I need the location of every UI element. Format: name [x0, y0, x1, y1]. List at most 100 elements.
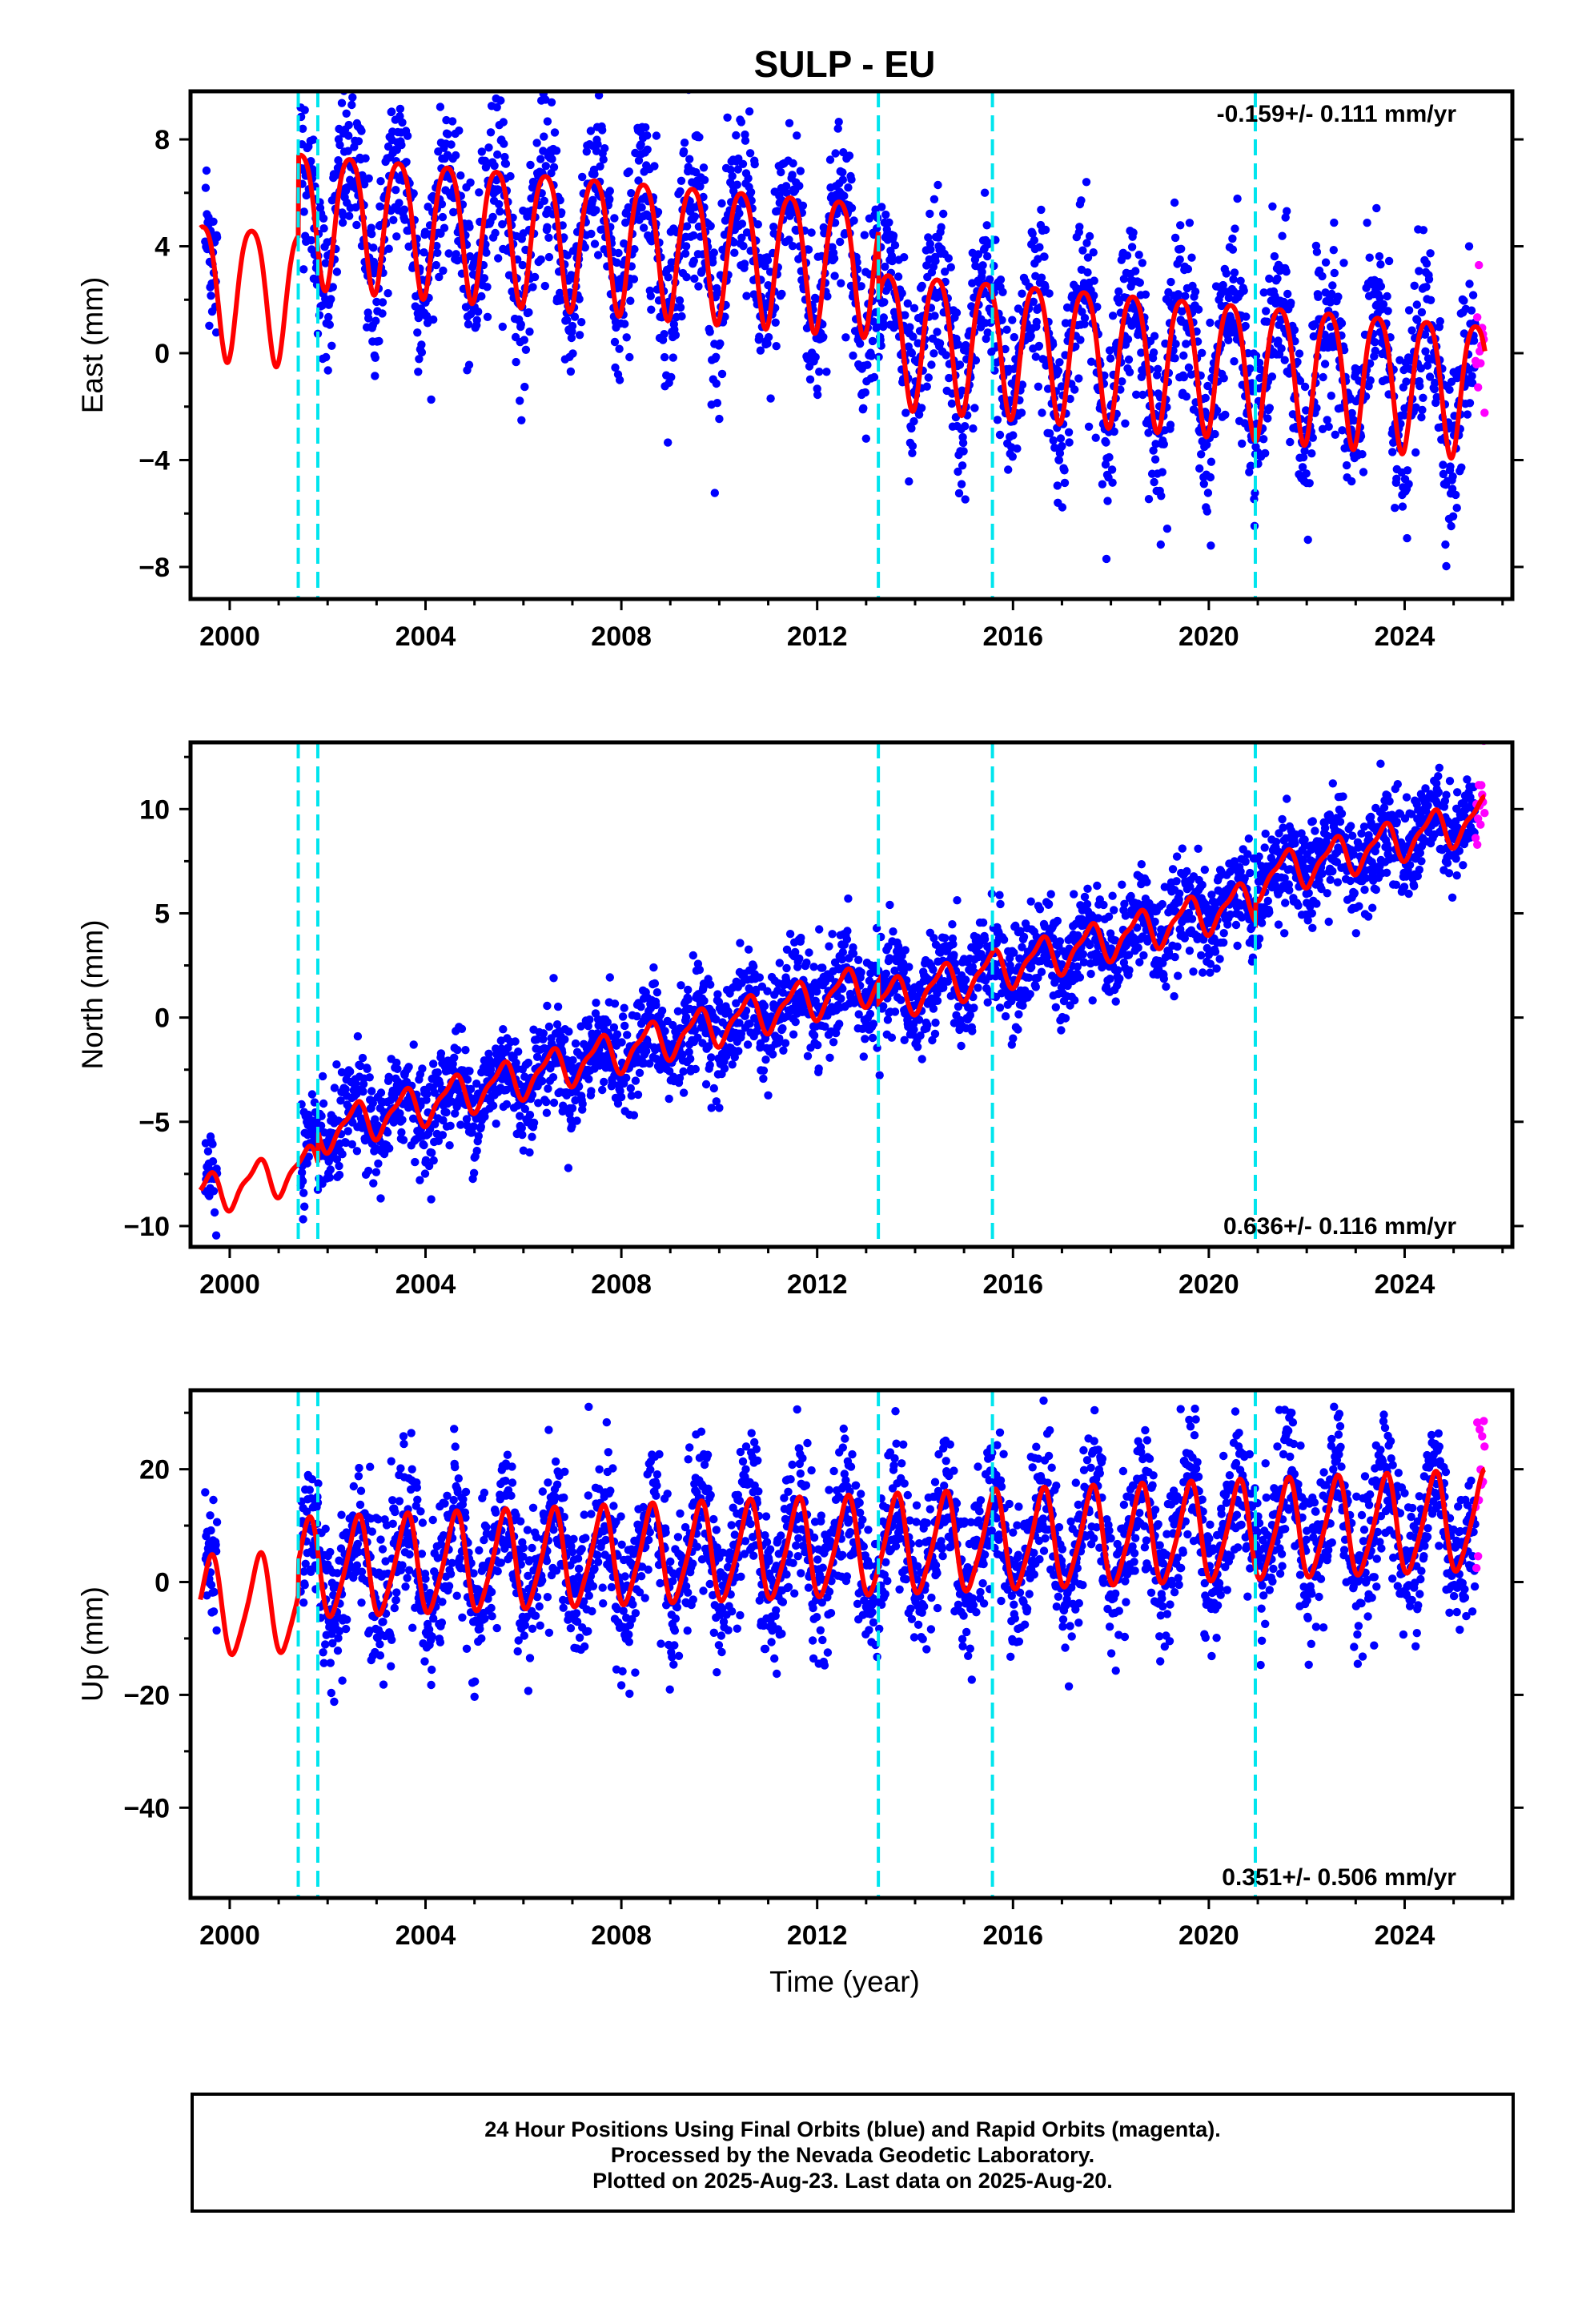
final-orbit-point — [689, 231, 698, 240]
final-orbit-point — [1415, 381, 1424, 391]
final-orbit-point — [825, 155, 835, 164]
final-orbit-point — [785, 119, 794, 127]
final-orbit-point — [712, 379, 721, 388]
final-orbit-point — [400, 205, 409, 214]
final-orbit-point — [720, 1064, 729, 1073]
final-orbit-point — [1303, 535, 1312, 545]
final-orbit-point — [796, 167, 805, 175]
final-orbit-point — [495, 199, 504, 209]
final-orbit-point — [825, 942, 833, 951]
final-orbit-point — [879, 322, 888, 332]
final-orbit-point — [1008, 316, 1017, 324]
final-orbit-point — [422, 312, 432, 320]
final-orbit-point — [1032, 317, 1042, 327]
final-orbit-point — [299, 207, 308, 216]
final-orbit-point — [1197, 450, 1206, 459]
final-orbit-point — [652, 988, 662, 997]
final-orbit-point — [650, 162, 659, 171]
final-orbit-point — [907, 348, 917, 358]
final-orbit-point — [556, 195, 564, 205]
final-orbit-point — [696, 182, 705, 191]
final-orbit-point — [917, 281, 926, 291]
final-orbit-point — [1274, 336, 1283, 345]
final-orbit-point — [1103, 497, 1112, 505]
final-orbit-point — [518, 260, 527, 270]
final-orbit-point — [857, 968, 865, 977]
final-orbit-point — [1199, 480, 1209, 489]
final-orbit-point — [610, 999, 620, 1008]
final-orbit-point — [833, 124, 842, 133]
final-orbit-point — [549, 163, 559, 171]
final-orbit-point — [995, 891, 1004, 899]
final-orbit-point — [1426, 249, 1435, 258]
final-orbit-point — [354, 137, 363, 146]
final-orbit-point — [713, 288, 722, 297]
final-orbit-point — [993, 416, 1002, 424]
final-orbit-point — [961, 495, 970, 504]
final-orbit-point — [543, 117, 552, 126]
final-orbit-point — [465, 223, 474, 231]
final-orbit-point — [1029, 297, 1038, 306]
final-orbit-point — [375, 202, 384, 211]
final-orbit-point — [361, 154, 370, 163]
final-orbit-point — [868, 336, 877, 346]
final-orbit-point — [954, 467, 962, 476]
final-orbit-point — [1324, 422, 1333, 431]
final-orbit-point — [828, 930, 837, 939]
final-orbit-point — [525, 1148, 534, 1157]
final-orbit-point — [1375, 251, 1384, 261]
final-orbit-point — [1071, 342, 1080, 351]
final-orbit-point — [1278, 231, 1287, 240]
final-orbit-point — [1046, 429, 1054, 438]
final-orbit-point — [1106, 354, 1115, 363]
final-orbit-point — [1043, 384, 1053, 393]
final-orbit-point — [549, 974, 558, 983]
final-orbit-point — [351, 203, 360, 212]
final-orbit-point — [933, 328, 942, 336]
final-orbit-point — [769, 1050, 777, 1059]
final-orbit-point — [788, 242, 797, 251]
final-orbit-point — [742, 292, 751, 300]
final-orbit-point — [411, 1157, 420, 1167]
final-orbit-point — [348, 93, 357, 102]
final-orbit-point — [516, 396, 524, 405]
final-orbit-point — [371, 1168, 381, 1176]
final-orbit-point — [798, 201, 808, 210]
final-orbit-point — [570, 312, 580, 321]
final-orbit-point — [782, 963, 791, 973]
final-orbit-point — [1077, 196, 1086, 205]
final-orbit-point — [781, 182, 791, 191]
final-orbit-point — [1107, 465, 1117, 474]
final-orbit-point — [686, 1055, 695, 1063]
final-orbit-point — [420, 1169, 430, 1178]
final-orbit-point — [629, 1111, 639, 1120]
final-orbit-point — [1176, 221, 1185, 230]
final-orbit-point — [363, 1064, 371, 1074]
final-orbit-point — [1419, 393, 1427, 402]
final-orbit-point — [652, 1000, 661, 1010]
final-orbit-point — [1124, 355, 1134, 364]
final-orbit-point — [433, 248, 442, 257]
final-orbit-point — [1108, 312, 1118, 320]
final-orbit-point — [813, 384, 821, 393]
final-orbit-point — [869, 1019, 878, 1028]
final-orbit-point — [590, 239, 600, 248]
final-orbit-point — [518, 1130, 527, 1140]
rapid-orbit-point — [1475, 260, 1484, 270]
final-orbit-point — [625, 352, 634, 362]
final-orbit-point — [496, 207, 504, 216]
final-orbit-point — [1055, 448, 1065, 458]
final-orbit-point — [1150, 332, 1159, 340]
final-orbit-point — [1045, 289, 1054, 298]
final-orbit-point — [332, 1060, 341, 1069]
final-orbit-point — [568, 1104, 577, 1113]
final-orbit-point — [924, 373, 934, 382]
final-orbit-point — [611, 363, 620, 372]
final-orbit-point — [1010, 332, 1019, 342]
final-orbit-point — [330, 1084, 339, 1092]
final-orbit-point — [791, 1017, 800, 1027]
final-orbit-point — [392, 232, 401, 241]
final-orbit-point — [1198, 348, 1207, 357]
final-orbit-point — [457, 1024, 467, 1034]
final-orbit-point — [629, 275, 639, 283]
